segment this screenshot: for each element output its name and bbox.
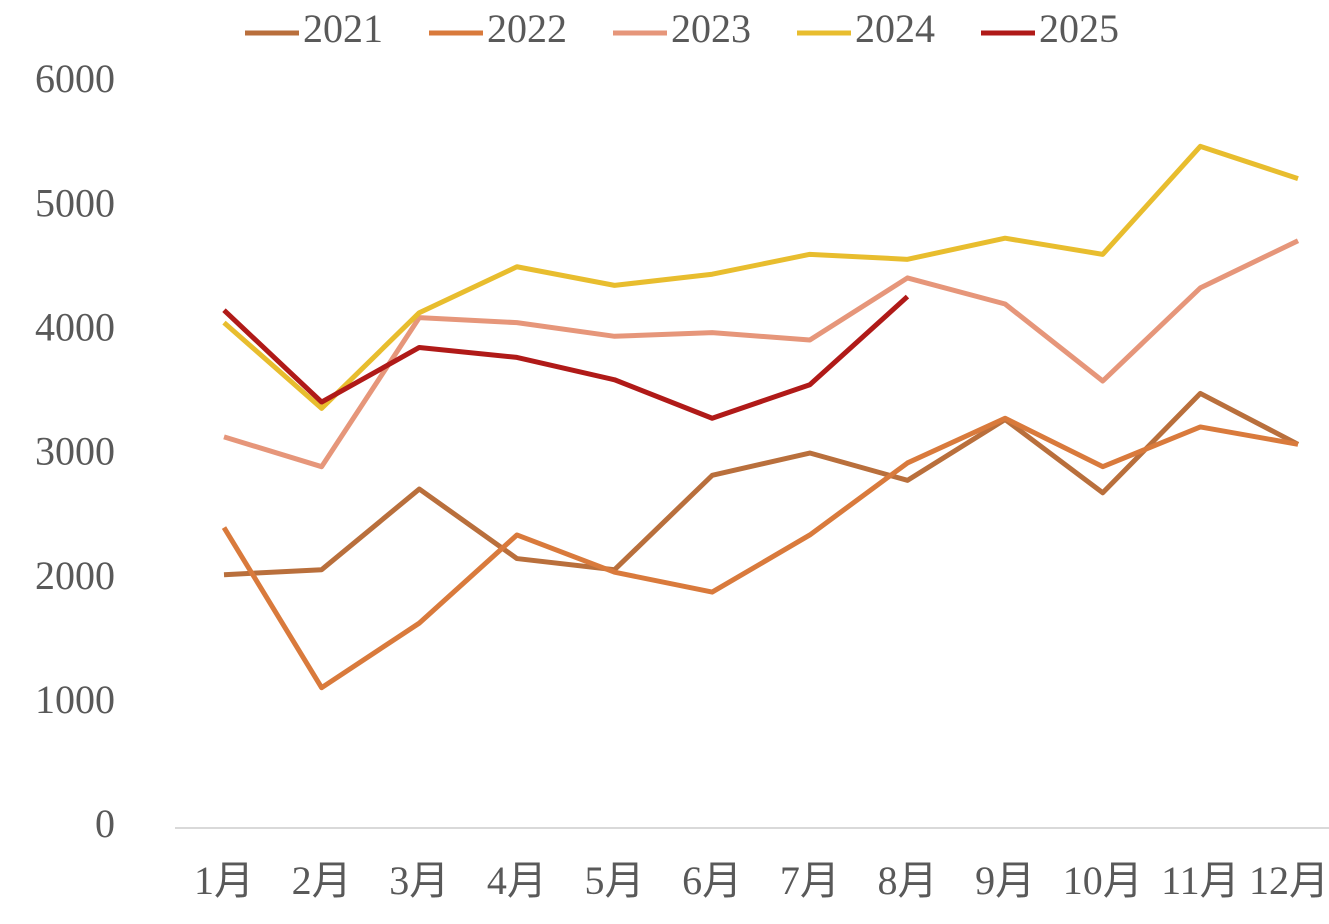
- y-tick-label: 3000: [35, 429, 115, 474]
- x-tick-label: 9月: [975, 858, 1035, 903]
- legend-label: 2025: [1039, 6, 1119, 51]
- series-line: [222, 294, 910, 421]
- y-tick-label: 2000: [35, 553, 115, 598]
- x-tick-label: 7月: [780, 858, 840, 903]
- legend-label: 2022: [487, 6, 567, 51]
- x-tick-label: 4月: [487, 858, 547, 903]
- x-tick-label: 5月: [585, 858, 645, 903]
- legend-label: 2024: [855, 6, 935, 51]
- y-tick-label: 4000: [35, 305, 115, 350]
- y-tick-label: 5000: [35, 180, 115, 225]
- x-tick-label: 10月: [1063, 858, 1143, 903]
- legend-label: 2023: [671, 6, 751, 51]
- x-tick-label: 8月: [877, 858, 937, 903]
- x-tick-label: 11月: [1161, 858, 1240, 903]
- series-line: [223, 390, 1300, 578]
- series-line: [221, 415, 1299, 691]
- x-tick-label: 1月: [194, 858, 254, 903]
- y-tick-label: 6000: [35, 56, 115, 101]
- y-tick-label: 1000: [35, 677, 115, 722]
- legend-label: 2021: [303, 6, 383, 51]
- x-tick-label: 2月: [292, 858, 352, 903]
- x-tick-label: 6月: [682, 858, 742, 903]
- series-line: [222, 143, 1299, 411]
- x-tick-label: 3月: [389, 858, 449, 903]
- x-tick-label: 12月: [1249, 858, 1329, 903]
- series-line: [223, 238, 1300, 470]
- y-tick-label: 0: [95, 801, 115, 846]
